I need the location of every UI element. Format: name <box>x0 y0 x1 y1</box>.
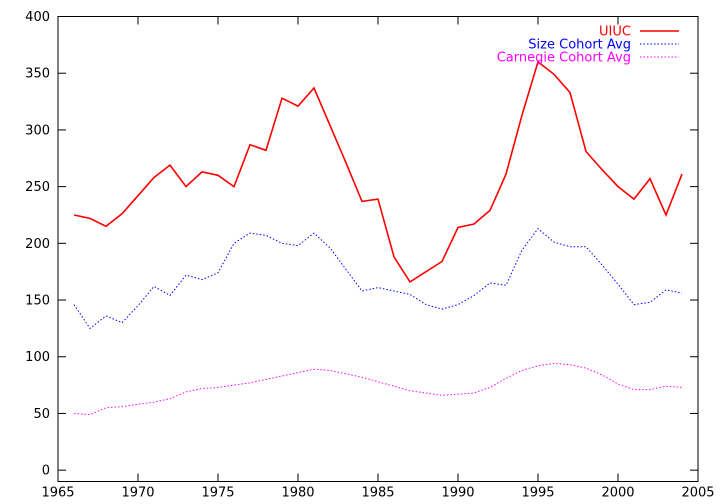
x-tick-label: 2000 <box>601 486 634 501</box>
x-tick-label: 1990 <box>441 486 474 501</box>
x-tick-label: 2005 <box>681 486 714 501</box>
series-layer <box>73 60 683 416</box>
y-tick-label: 50 <box>33 407 50 422</box>
x-tick-label: 1995 <box>521 486 554 501</box>
x-tick-label: 1965 <box>41 486 74 501</box>
y-tick-label: 200 <box>25 237 50 252</box>
x-tick-label: 1980 <box>281 486 314 501</box>
y-tick-label: 150 <box>25 294 50 309</box>
y-tick-label: 250 <box>25 180 50 195</box>
x-tick-label: 1985 <box>361 486 394 501</box>
legend-label: Size Cohort Avg <box>528 38 631 53</box>
series-line-0 <box>73 60 683 284</box>
y-tick-label: 100 <box>25 350 50 365</box>
series-line-1 <box>73 227 683 330</box>
legend-label: Carnegie Cohort Avg <box>497 51 631 66</box>
plot-frame <box>57 16 699 482</box>
x-tick-label: 1970 <box>121 486 154 501</box>
ticks-layer: 0 50 100 150 200 250 300 350 400 1965 1970 1975 1980… <box>25 10 714 501</box>
series-line-2 <box>73 362 683 416</box>
y-tick-label: 0 <box>42 464 50 479</box>
y-tick-label: 400 <box>25 10 50 25</box>
x-tick-label: 1975 <box>201 486 234 501</box>
y-tick-label: 300 <box>25 123 50 138</box>
y-tick-label: 350 <box>25 67 50 82</box>
legend-label: UIUC <box>599 25 631 40</box>
